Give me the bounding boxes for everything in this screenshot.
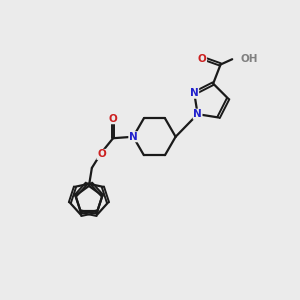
Text: O: O bbox=[109, 114, 118, 124]
Text: N: N bbox=[190, 88, 199, 98]
Text: O: O bbox=[97, 149, 106, 159]
Text: N: N bbox=[193, 109, 202, 119]
Text: O: O bbox=[198, 54, 206, 64]
Text: N: N bbox=[129, 132, 138, 142]
Text: OH: OH bbox=[240, 54, 258, 64]
